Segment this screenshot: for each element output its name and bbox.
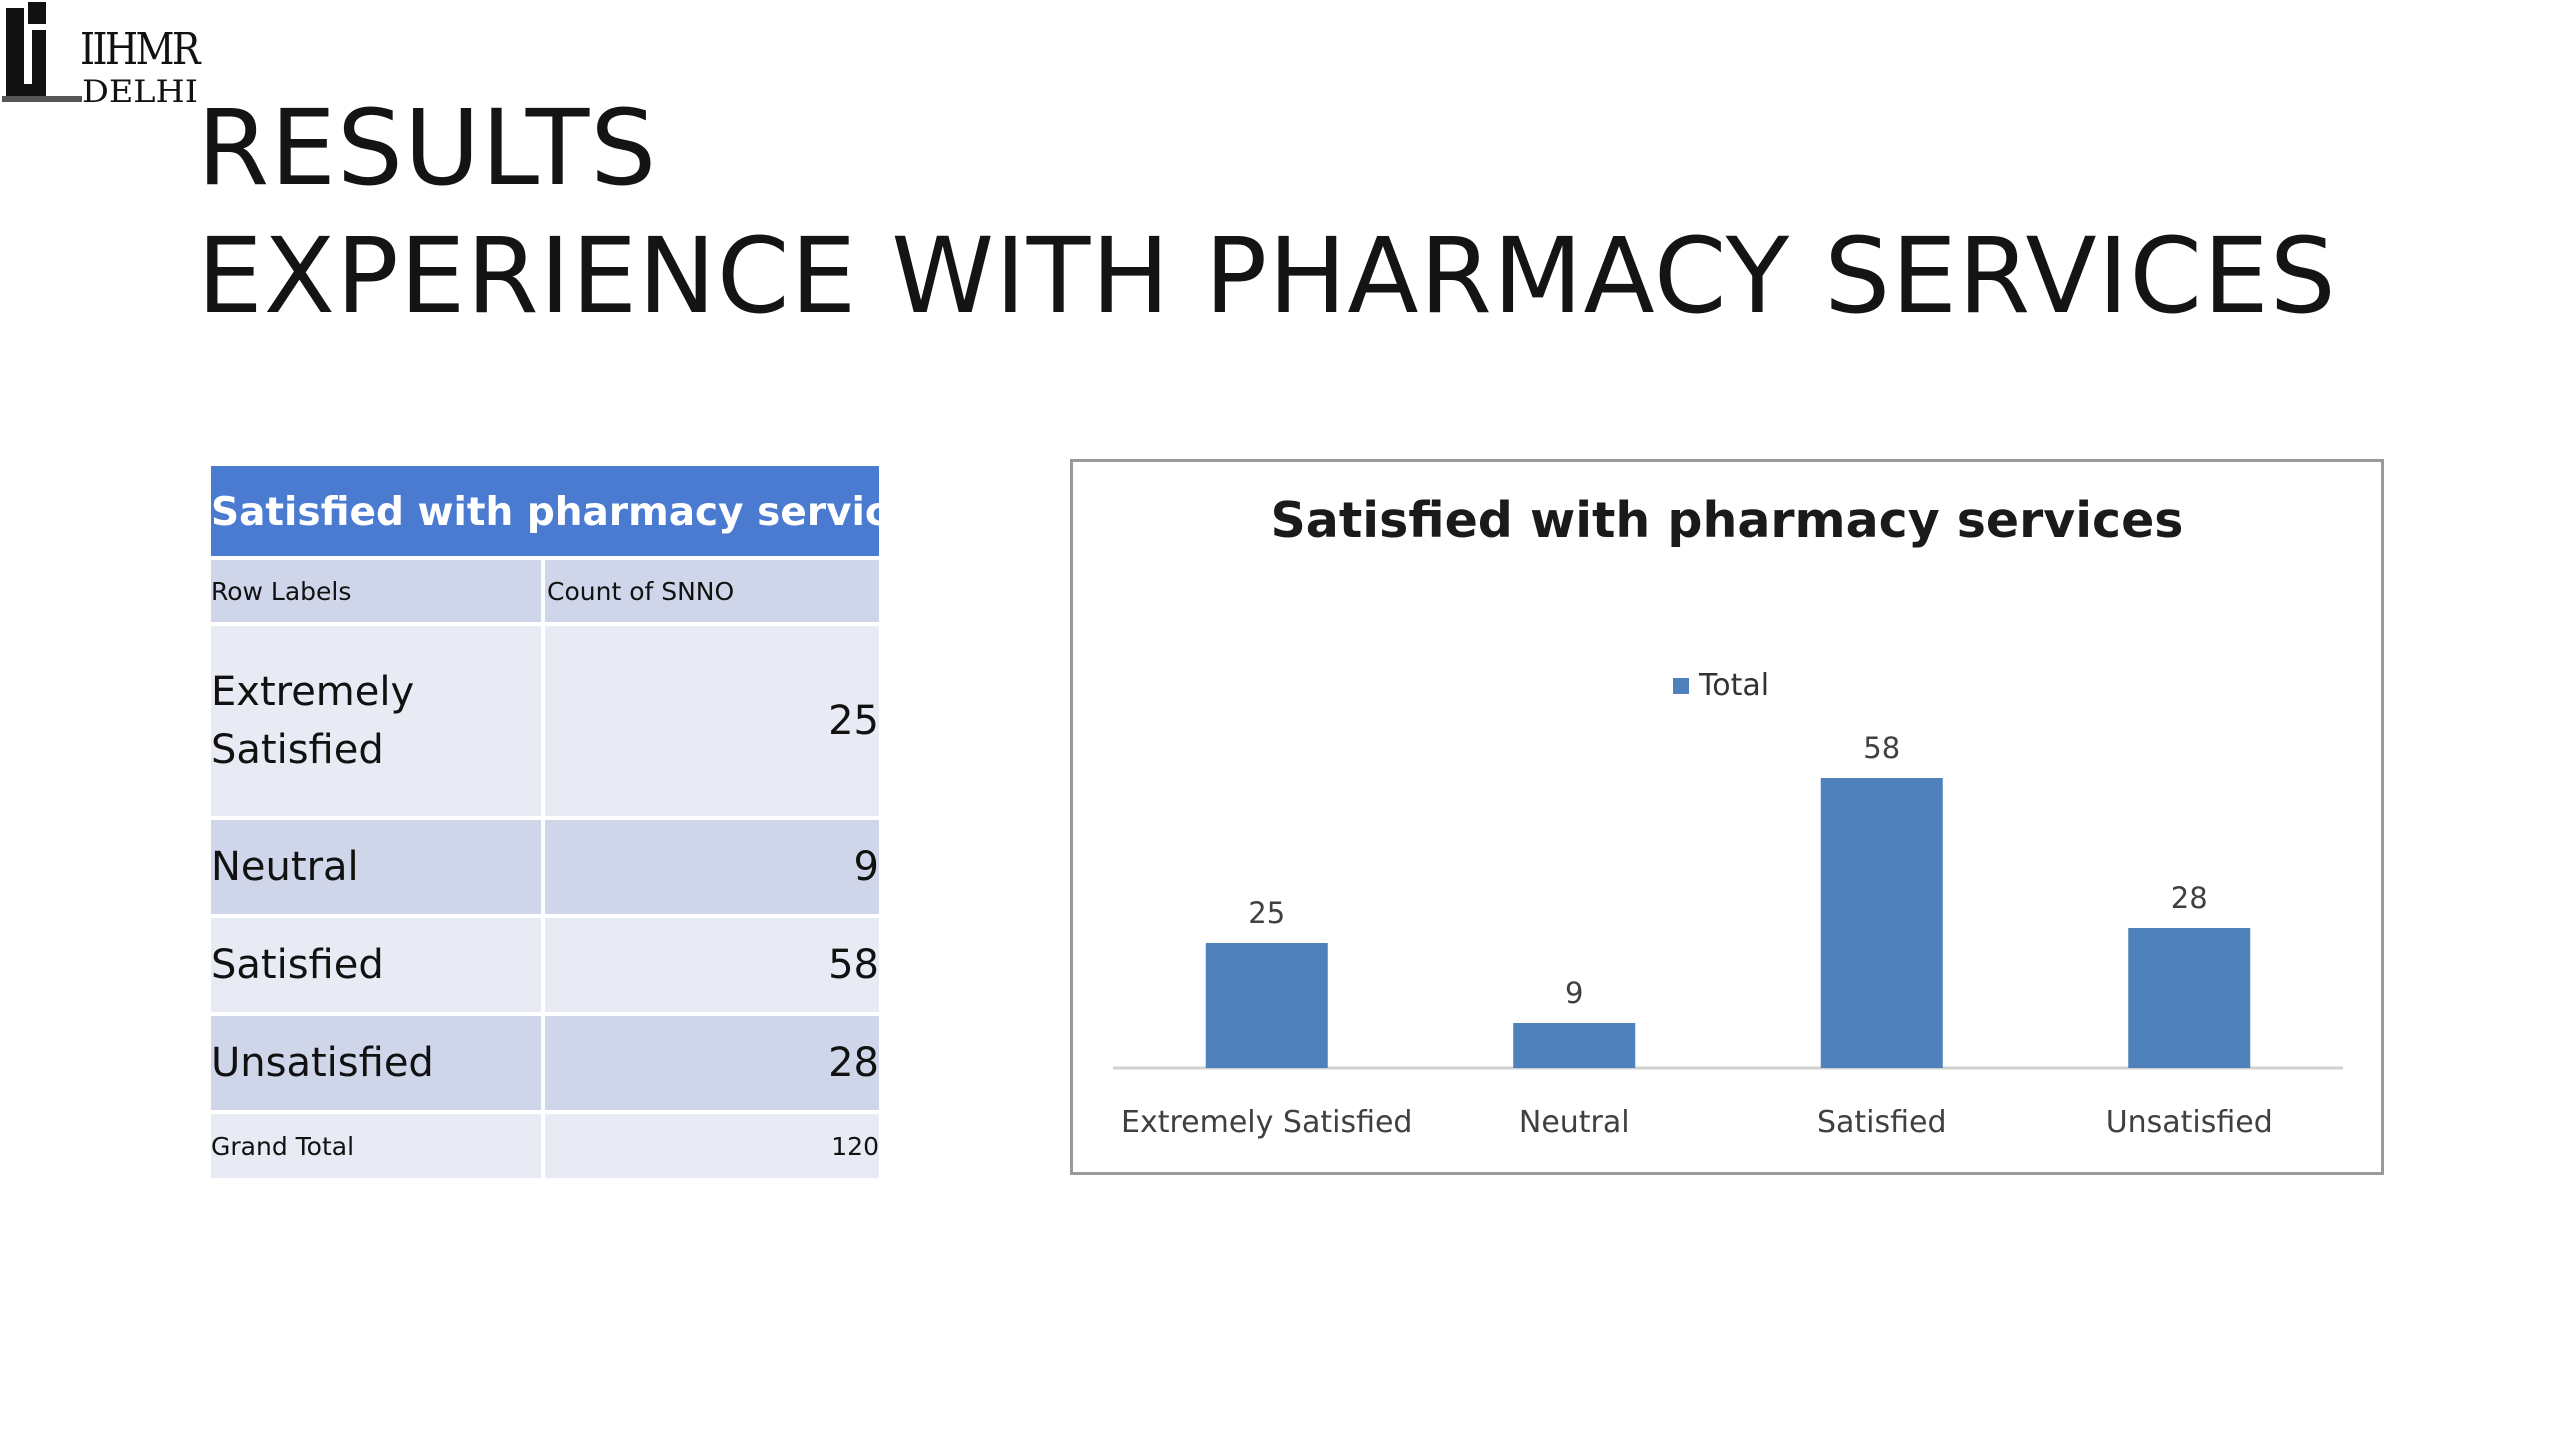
- table-row: Unsatisfied 28: [211, 1016, 879, 1114]
- row-value: 58: [828, 942, 879, 988]
- x-tick-label: Neutral: [1519, 1105, 1630, 1140]
- row-label: Extremely Satisfied: [211, 626, 545, 816]
- table-row: Neutral 9: [211, 820, 879, 918]
- logo-text-sub: DELHI: [82, 74, 198, 110]
- chart-title: Satisfied with pharmacy services: [1270, 492, 2184, 549]
- table-row: Satisfied 58: [211, 918, 879, 1016]
- x-tick-label: Unsatisfied: [2106, 1105, 2273, 1140]
- iihmr-logo: IIHMR DELHI: [2, 0, 202, 110]
- legend-swatch: [1673, 677, 1689, 694]
- pivot-column-headers: Row Labels Count of SNNO: [211, 560, 879, 626]
- row-label: Satisfied: [211, 918, 545, 1012]
- pivot-table: Satisfied with pharmacy services Row Lab…: [211, 466, 879, 1178]
- pivot-table-title: Satisfied with pharmacy services: [211, 466, 879, 560]
- grand-total-value: 120: [831, 1131, 879, 1161]
- legend-label: Total: [1699, 668, 1770, 703]
- bar-unsatisfied: [2128, 928, 2251, 1068]
- data-label: 25: [1248, 896, 1285, 930]
- logo-text-main: IIHMR: [80, 24, 202, 75]
- slide-title-experience: EXPERIENCE WITH PHARMACY SERVICES: [197, 215, 2337, 337]
- column-header-count: Count of SNNO: [547, 576, 735, 606]
- chart-legend: Total: [1673, 668, 1769, 703]
- data-label: 9: [1565, 976, 1583, 1010]
- chart-plot-area: 25 Extremely Satisfied 9 Neutral 58 Satisfied…: [1113, 731, 2343, 1140]
- row-label: Neutral: [211, 820, 545, 914]
- column-header-row-labels: Row Labels: [211, 560, 545, 622]
- x-tick-label: Extremely Satisfied: [1121, 1105, 1412, 1140]
- row-label: Unsatisfied: [211, 1016, 545, 1110]
- row-value: 25: [828, 698, 879, 744]
- grand-total-label: Grand Total: [211, 1114, 545, 1178]
- grand-total-row: Grand Total 120: [211, 1114, 879, 1178]
- bar-extremely-satisfied: [1205, 943, 1328, 1068]
- bar-chart: Satisfied with pharmacy services Total 2…: [1070, 459, 2384, 1175]
- logo-mark: IIHMR DELHI: [2, 2, 202, 110]
- x-tick-label: Satisfied: [1817, 1105, 1947, 1140]
- row-value: 28: [828, 1040, 879, 1086]
- slide-title-results: RESULTS: [197, 87, 658, 209]
- bar-satisfied: [1820, 778, 1943, 1068]
- data-label: 28: [2171, 881, 2208, 915]
- table-row: Extremely Satisfied 25: [211, 626, 879, 820]
- row-value: 9: [853, 844, 879, 890]
- data-label: 58: [1863, 731, 1900, 765]
- bar-neutral: [1513, 1023, 1636, 1068]
